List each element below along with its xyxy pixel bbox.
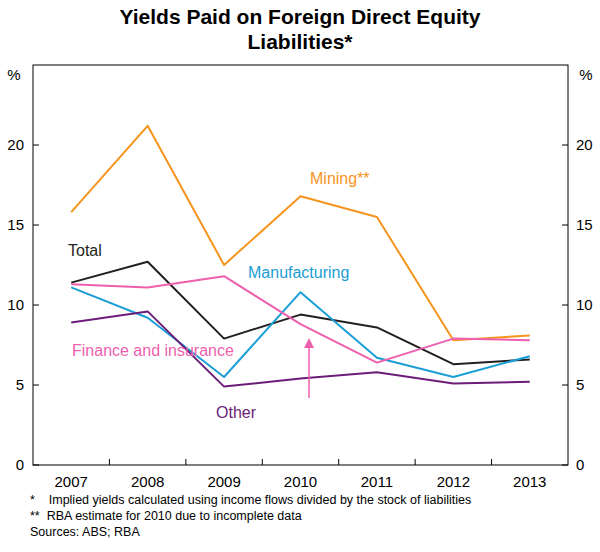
y-tick-label-right: 20	[576, 136, 593, 153]
series-label: Total	[68, 242, 102, 259]
x-tick-label: 2012	[437, 473, 470, 490]
footnote: * Implied yields calculated using income…	[30, 493, 471, 507]
y-tick-left	[33, 305, 39, 306]
y-tick-right	[562, 145, 568, 146]
chart: Yields Paid on Foreign Direct EquityLiab…	[0, 0, 600, 552]
series-line	[71, 276, 530, 362]
series-line	[71, 126, 530, 340]
y-tick-left	[33, 225, 39, 226]
y-tick-label-right: 0	[576, 456, 584, 473]
y-tick-left	[33, 385, 39, 386]
x-tick	[109, 459, 110, 465]
x-tick-label: 2008	[131, 473, 164, 490]
x-tick	[338, 459, 339, 465]
plot-frame	[33, 65, 568, 465]
series-line	[71, 287, 530, 377]
y-tick-label-left: 5	[16, 376, 24, 393]
x-tick	[491, 459, 492, 465]
y-unit-left: %	[7, 66, 20, 83]
series-line	[71, 311, 530, 386]
title: Yields Paid on Foreign Direct EquityLiab…	[120, 5, 481, 53]
y-tick-right	[562, 305, 568, 306]
annotation-arrowhead	[304, 338, 314, 348]
y-tick-label-left: 0	[16, 456, 24, 473]
footnote: ** RBA estimate for 2010 due to incomple…	[30, 509, 302, 523]
y-tick-label-right: 5	[576, 376, 584, 393]
x-tick	[262, 459, 263, 465]
series-group	[71, 126, 530, 387]
y-tick-label-right: 15	[576, 216, 593, 233]
x-tick-label: 2010	[284, 473, 317, 490]
x-tick-label: 2007	[55, 473, 88, 490]
x-tick-label: 2013	[513, 473, 546, 490]
series-label: Manufacturing	[248, 264, 349, 281]
x-tick-label: 2009	[207, 473, 240, 490]
y-tick-left	[33, 145, 39, 146]
y-tick-label-left: 10	[7, 296, 24, 313]
series-label: Finance and insurance	[72, 342, 234, 359]
y-tick-label-right: 10	[576, 296, 593, 313]
y-unit-right: %	[579, 66, 592, 83]
series-label: Other	[216, 404, 257, 421]
y-tick-label-left: 15	[7, 216, 24, 233]
x-tick-label: 2011	[361, 473, 393, 490]
y-tick-label-left: 20	[7, 136, 24, 153]
x-tick	[185, 459, 186, 465]
x-tick	[415, 459, 416, 465]
footnote: Sources: ABS; RBA	[30, 525, 140, 539]
y-tick-right	[562, 225, 568, 226]
y-tick-right	[562, 385, 568, 386]
series-label: Mining**	[310, 170, 370, 187]
annotation-arrow	[308, 346, 310, 398]
